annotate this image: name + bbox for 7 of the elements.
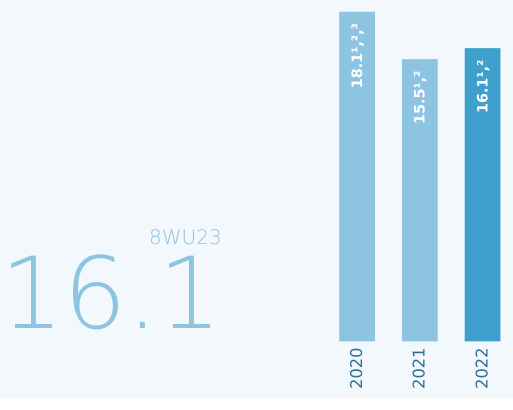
x-tick-label: 2022 <box>472 348 492 389</box>
x-tick-label: 2021 <box>410 348 429 389</box>
data-label: 16.1¹,² <box>475 60 492 113</box>
data-label: 15.5¹,² <box>412 70 429 124</box>
text: 8WU23 <box>148 224 222 249</box>
x-tick-label: 2020 <box>346 348 366 389</box>
data-label: 18.1¹,²,³ <box>350 23 366 88</box>
